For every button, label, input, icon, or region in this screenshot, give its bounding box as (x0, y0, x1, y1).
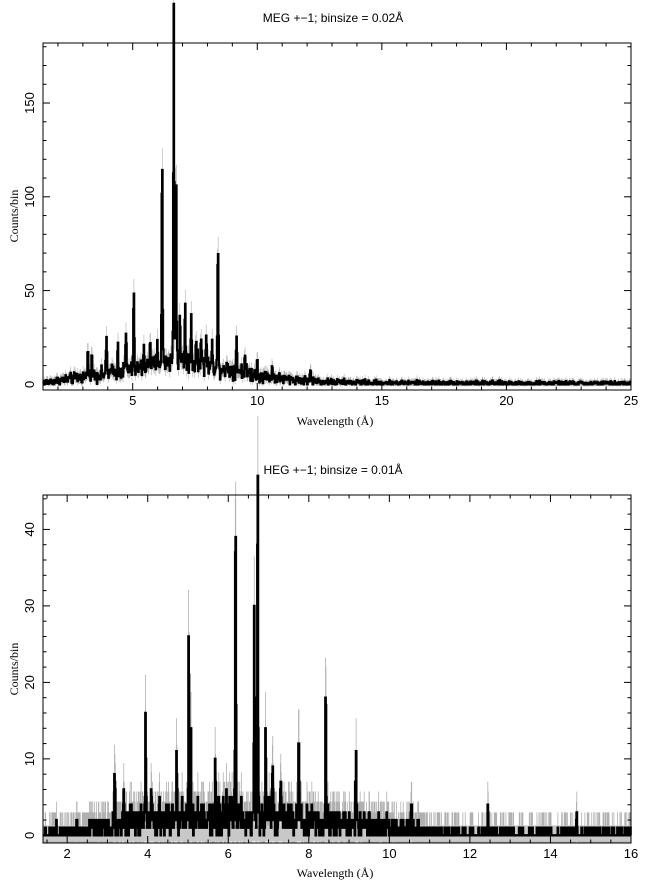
heg-x-tick-label: 6 (225, 846, 232, 861)
heg-x-tick-label: 16 (624, 846, 638, 861)
heg-axis-ticks: 2 4 6 8 10 12 14 16 0 10 20 30 40 (22, 495, 638, 861)
meg-x-axis-label: Wavelength (Å) (297, 414, 374, 428)
heg-chart-title: HEG +−1; binsize = 0.01Å (263, 462, 402, 477)
meg-y-tick-label: 0 (22, 381, 37, 388)
heg-x-tick-label: 2 (64, 846, 71, 861)
meg-x-tick-label: 25 (624, 393, 638, 408)
heg-y-tick-label: 0 (22, 832, 37, 839)
meg-x-tick-label: 5 (129, 393, 136, 408)
meg-chart-title: MEG +−1; binsize = 0.02Å (263, 10, 403, 25)
meg-x-tick-label: 20 (499, 393, 513, 408)
meg-y-axis-label: Counts/bin (7, 190, 21, 243)
heg-x-tick-label: 4 (144, 846, 151, 861)
heg-y-tick-label: 10 (22, 752, 37, 766)
heg-plot-frame (42, 494, 632, 844)
meg-x-tick-label: 10 (250, 393, 264, 408)
meg-spectrum (42, 2, 632, 386)
heg-x-tick-label: 10 (382, 846, 396, 861)
heg-x-axis-label: Wavelength (Å) (297, 866, 374, 880)
heg-y-tick-label: 40 (22, 522, 37, 536)
meg-y-tick-label: 150 (22, 92, 37, 114)
heg-spectrum (43, 474, 632, 837)
heg-y-tick-label: 20 (22, 675, 37, 689)
meg-x-tick-label: 15 (375, 393, 389, 408)
meg-y-tick-label: 50 (22, 283, 37, 297)
meg-spectrum-line (42, 2, 632, 386)
meg-panel: MEG +−1; binsize = 0.02Å 5 10 15 20 25 0 50 100… (7, 0, 638, 428)
heg-spectrum-line (43, 474, 632, 837)
heg-x-tick-label: 8 (305, 846, 312, 861)
heg-y-tick-label: 30 (22, 599, 37, 613)
heg-x-tick-label: 12 (463, 846, 477, 861)
meg-plot-frame (42, 42, 632, 391)
meg-y-tick-label: 100 (22, 186, 37, 208)
meg-axis-ticks: 5 10 15 20 25 0 50 100 150 (22, 43, 638, 408)
heg-panel: HEG +−1; binsize = 0.01Å 2 4 6 8 10 12 14 16 0 10… (7, 415, 638, 880)
heg-x-tick-label: 14 (543, 846, 557, 861)
heg-y-axis-label: Counts/bin (7, 643, 21, 696)
